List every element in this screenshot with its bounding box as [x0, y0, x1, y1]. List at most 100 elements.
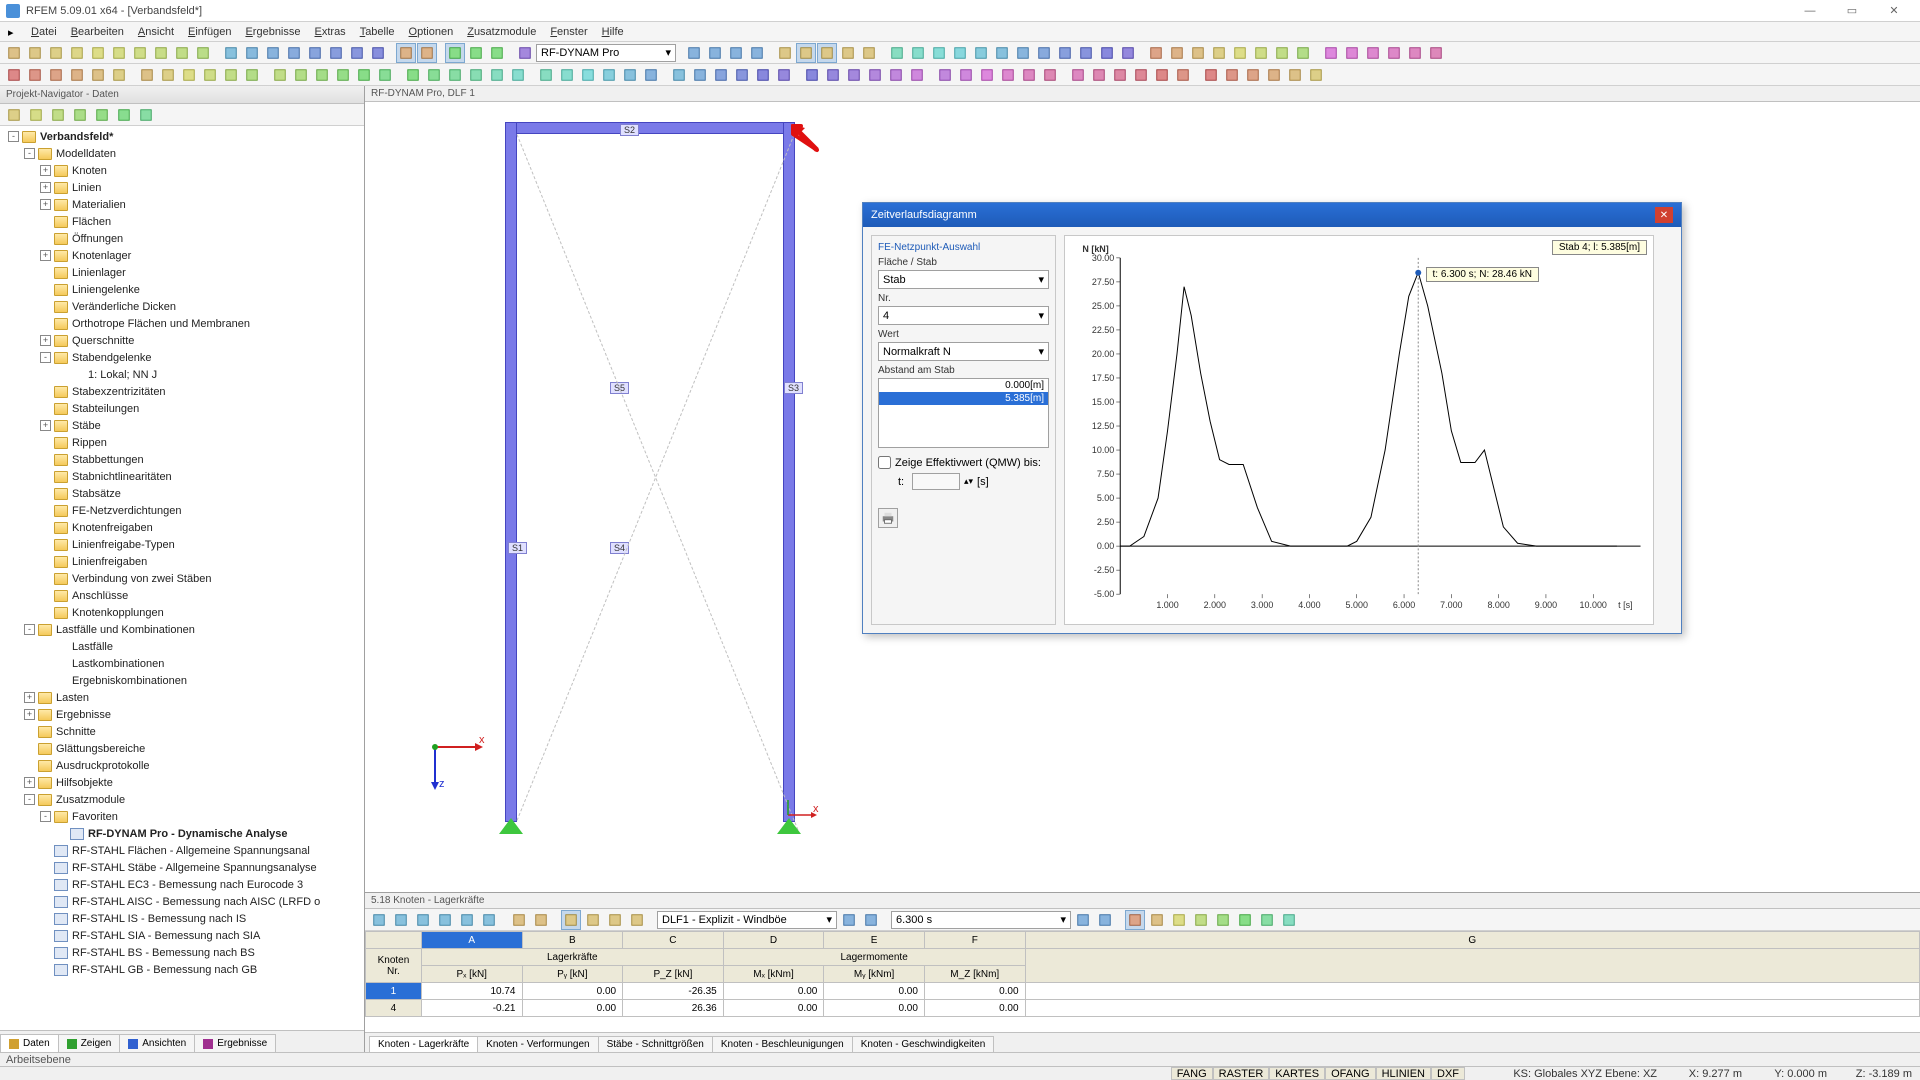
- tb2-7-5[interactable]: [1040, 65, 1060, 85]
- tree-row[interactable]: -Lastfälle und Kombinationen: [0, 621, 364, 638]
- tb1-btn-b2[interactable]: [263, 43, 283, 63]
- tb2-4-3[interactable]: [599, 65, 619, 85]
- tb2-7-3[interactable]: [998, 65, 1018, 85]
- print-button[interactable]: [878, 508, 898, 528]
- tb1-e-10[interactable]: [1097, 43, 1117, 63]
- tree-row[interactable]: -Verbandsfeld*: [0, 128, 364, 145]
- tb2-0-1[interactable]: [25, 65, 45, 85]
- nav-tb-4[interactable]: [92, 105, 112, 125]
- tree-row[interactable]: RF-STAHL GB - Bemessung nach GB: [0, 961, 364, 978]
- qmw-checkbox[interactable]: [878, 456, 891, 469]
- menu-hilfe[interactable]: Hilfe: [595, 24, 631, 40]
- tb2-0-3[interactable]: [67, 65, 87, 85]
- tb2-6-2[interactable]: [844, 65, 864, 85]
- list-item[interactable]: 5.385[m]: [879, 392, 1048, 405]
- tree-row[interactable]: Glättungsbereiche: [0, 740, 364, 757]
- tb2-2-3[interactable]: [333, 65, 353, 85]
- tb1-view-4[interactable]: [859, 43, 879, 63]
- tb1-g-4[interactable]: [1405, 43, 1425, 63]
- maximize-button[interactable]: ▭: [1832, 1, 1872, 21]
- tb2-9-1[interactable]: [1222, 65, 1242, 85]
- tb2-8-5[interactable]: [1173, 65, 1193, 85]
- expand-icon[interactable]: -: [40, 352, 51, 363]
- expand-icon[interactable]: +: [40, 182, 51, 193]
- tb2-5-0[interactable]: [669, 65, 689, 85]
- tree-row[interactable]: Stabnichtlinearitäten: [0, 468, 364, 485]
- tb1-f-3[interactable]: [1209, 43, 1229, 63]
- menu-bearbeiten[interactable]: Bearbeiten: [64, 24, 131, 40]
- tb2-0-5[interactable]: [109, 65, 129, 85]
- tree-row[interactable]: Öffnungen: [0, 230, 364, 247]
- tb1-btn-0[interactable]: [4, 43, 24, 63]
- tb2-2-5[interactable]: [375, 65, 395, 85]
- tree-row[interactable]: +Querschnitte: [0, 332, 364, 349]
- tb2-8-4[interactable]: [1152, 65, 1172, 85]
- tree-row[interactable]: Verbindung von zwei Stäben: [0, 570, 364, 587]
- menu-fenster[interactable]: Fenster: [543, 24, 594, 40]
- tree-row[interactable]: Linienlager: [0, 264, 364, 281]
- result-tab[interactable]: Knoten - Verformungen: [477, 1036, 598, 1052]
- tree-row[interactable]: -Modelldaten: [0, 145, 364, 162]
- tree-row[interactable]: Stabsätze: [0, 485, 364, 502]
- tb2-1-1[interactable]: [158, 65, 178, 85]
- model-view[interactable]: RF-DYNAM Pro, DLF 1 S2 S1 S3 S5 S4: [365, 86, 1920, 892]
- tree-row[interactable]: Orthotrope Flächen und Membranen: [0, 315, 364, 332]
- close-button[interactable]: ✕: [1874, 1, 1914, 21]
- tb2-0-0[interactable]: [4, 65, 24, 85]
- btm-tb-b1[interactable]: [531, 910, 551, 930]
- btm-tb-d6[interactable]: [1257, 910, 1277, 930]
- tb2-4-5[interactable]: [641, 65, 661, 85]
- tb1-btn-5[interactable]: [109, 43, 129, 63]
- expand-icon[interactable]: +: [40, 199, 51, 210]
- tb1-e-9[interactable]: [1076, 43, 1096, 63]
- combo-flaeche[interactable]: Stab▾: [878, 270, 1049, 289]
- tree-row[interactable]: Rippen: [0, 434, 364, 451]
- tb1-btn-4[interactable]: [88, 43, 108, 63]
- tb1-f-4[interactable]: [1230, 43, 1250, 63]
- qmw-t-input[interactable]: [912, 473, 960, 490]
- tb1-btn-b3[interactable]: [284, 43, 304, 63]
- tree-row[interactable]: RF-STAHL BS - Bemessung nach BS: [0, 944, 364, 961]
- tree-row[interactable]: Knotenkopplungen: [0, 604, 364, 621]
- tree-row[interactable]: +Knoten: [0, 162, 364, 179]
- tb2-6-1[interactable]: [823, 65, 843, 85]
- tb1-btn-d2[interactable]: [487, 43, 507, 63]
- tb2-3-3[interactable]: [466, 65, 486, 85]
- tree-row[interactable]: Ergebniskombinationen: [0, 672, 364, 689]
- tree-row[interactable]: Linienfreigabe-Typen: [0, 536, 364, 553]
- expand-icon[interactable]: -: [24, 794, 35, 805]
- btm-tb-d0[interactable]: [1125, 910, 1145, 930]
- expand-icon[interactable]: +: [40, 335, 51, 346]
- btm-tb-3[interactable]: [435, 910, 455, 930]
- status-toggle-fang[interactable]: FANG: [1171, 1067, 1213, 1080]
- tb1-f-2[interactable]: [1188, 43, 1208, 63]
- tb2-2-0[interactable]: [270, 65, 290, 85]
- btm-tb-c1[interactable]: [583, 910, 603, 930]
- tb2-9-5[interactable]: [1306, 65, 1326, 85]
- tb1-btn-8[interactable]: [172, 43, 192, 63]
- tb2-1-0[interactable]: [137, 65, 157, 85]
- nav-tab-daten[interactable]: Daten: [0, 1034, 59, 1052]
- tb1-nav-2[interactable]: [726, 43, 746, 63]
- btm-nav2-0[interactable]: [1073, 910, 1093, 930]
- tb1-e-4[interactable]: [971, 43, 991, 63]
- btm-tb-b0[interactable]: [509, 910, 529, 930]
- expand-icon[interactable]: +: [24, 777, 35, 788]
- tb2-5-1[interactable]: [690, 65, 710, 85]
- nav-tab-zeigen[interactable]: Zeigen: [58, 1034, 121, 1052]
- status-toggle-ofang[interactable]: OFANG: [1325, 1067, 1376, 1080]
- expand-icon[interactable]: +: [40, 165, 51, 176]
- btm-nav2-1[interactable]: [1095, 910, 1115, 930]
- tb1-btn-b4[interactable]: [305, 43, 325, 63]
- expand-icon[interactable]: +: [40, 250, 51, 261]
- result-tab[interactable]: Stäbe - Schnittgrößen: [598, 1036, 713, 1052]
- tree-row[interactable]: 1: Lokal; NN J: [0, 366, 364, 383]
- tb2-9-0[interactable]: [1201, 65, 1221, 85]
- tb1-f-0[interactable]: [1146, 43, 1166, 63]
- tb1-view-0[interactable]: [775, 43, 795, 63]
- tree-row[interactable]: Knotenfreigaben: [0, 519, 364, 536]
- tb1-btn-2[interactable]: [46, 43, 66, 63]
- tree-row[interactable]: FE-Netzverdichtungen: [0, 502, 364, 519]
- tb2-3-0[interactable]: [403, 65, 423, 85]
- navigator-tree[interactable]: -Verbandsfeld*-Modelldaten+Knoten+Linien…: [0, 126, 364, 1030]
